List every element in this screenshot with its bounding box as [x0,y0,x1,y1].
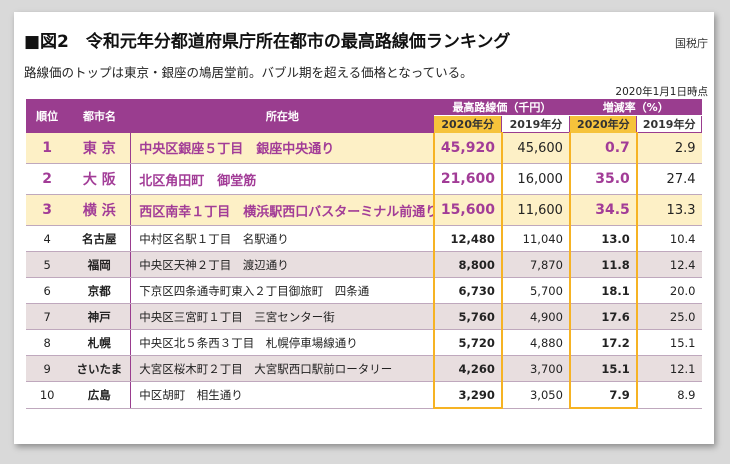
header-rate-group: 増減率（%） [569,99,702,116]
price-2020-cell: 5,720 [432,329,503,356]
rate-2020-cell: 0.7 [568,132,638,164]
rate-2019-cell: 15.1 [636,329,702,356]
rate-2019-cell: 12.1 [636,355,702,382]
price-2019-cell: 45,600 [501,132,570,164]
price-2020-cell: 45,920 [432,132,503,164]
rate-2020-cell: 17.2 [568,329,638,356]
rate-2019-cell: 10.4 [636,225,702,252]
rank-cell: 9 [26,355,69,382]
table-row: 6 京都 下京区四条通寺町東入２丁目御旅町 四条通 6,730 5,700 18… [26,277,702,304]
rank-cell: 10 [26,381,69,409]
rate-2020-cell: 13.0 [568,225,638,252]
header-price-2020: 2020年分 [433,115,502,133]
address-cell: 北区角田町 御堂筋 [130,163,434,195]
address-cell: 西区南幸１丁目 横浜駅西口バスターミナル前通り [130,194,434,226]
rate-2019-cell: 27.4 [636,163,702,195]
date-note: 2020年1月1日時点 [615,86,708,98]
address-cell: 大宮区桜木町２丁目 大宮駅西口駅前ロータリー [130,355,434,382]
table-row: 7 神戸 中央区三宮町１丁目 三宮センター街 5,760 4,900 17.6 … [26,303,702,330]
city-cell: 名古屋 [68,225,131,252]
rate-2019-cell: 2.9 [636,132,702,164]
price-2019-cell: 7,870 [501,251,570,278]
rate-2020-cell: 18.1 [568,277,638,304]
city-cell: 札幌 [68,329,131,356]
source-label: 国税庁 [675,37,708,50]
rate-2020-cell: 11.8 [568,251,638,278]
price-2019-cell: 16,000 [501,163,570,195]
table-row: 5 福岡 中央区天神２丁目 渡辺通り 8,800 7,870 11.8 12.4 [26,251,702,278]
price-2020-cell: 4,260 [432,355,503,382]
price-2019-cell: 5,700 [501,277,570,304]
header-price-2019: 2019年分 [501,115,571,133]
price-2020-cell: 8,800 [432,251,503,278]
address-cell: 中央区三宮町１丁目 三宮センター街 [130,303,434,330]
price-2019-cell: 4,900 [501,303,570,330]
rank-cell: 2 [26,163,69,195]
rate-2020-cell: 15.1 [568,355,638,382]
rank-cell: 8 [26,329,69,356]
price-2020-cell: 12,480 [432,225,503,252]
table-row: 2 大 阪 北区角田町 御堂筋 21,600 16,000 35.0 27.4 [26,163,702,195]
rate-2020-cell: 35.0 [568,163,638,195]
city-cell: 大 阪 [68,163,131,195]
address-cell: 下京区四条通寺町東入２丁目御旅町 四条通 [130,277,434,304]
price-2019-cell: 11,600 [501,194,570,226]
city-cell: さいたま [68,355,131,382]
rate-2020-cell: 7.9 [568,381,638,409]
rank-cell: 4 [26,225,69,252]
city-cell: 京都 [68,277,131,304]
table-row: 8 札幌 中央区北５条西３丁目 札幌停車場線通り 5,720 4,880 17.… [26,329,702,356]
rate-2019-cell: 20.0 [636,277,702,304]
rate-2020-cell: 17.6 [568,303,638,330]
figure-subtitle: 路線価のトップは東京・銀座の鳩居堂前。バブル期を超える価格となっている。 [24,65,473,80]
address-cell: 中央区銀座５丁目 銀座中央通り [130,132,434,164]
address-cell: 中央区北５条西３丁目 札幌停車場線通り [130,329,434,356]
price-2020-cell: 5,760 [432,303,503,330]
table-row: 10 広島 中区胡町 相生通り 3,290 3,050 7.9 8.9 [26,381,702,409]
rank-cell: 5 [26,251,69,278]
address-cell: 中央区天神２丁目 渡辺通り [130,251,434,278]
rate-2019-cell: 8.9 [636,381,702,409]
header-address: 所在地 [130,99,434,133]
city-cell: 神戸 [68,303,131,330]
address-cell: 中村区名駅１丁目 名駅通り [130,225,434,252]
header-rate-2020: 2020年分 [569,115,637,133]
header-price-group: 最高路線価（千円） [433,99,570,116]
table-row: 4 名古屋 中村区名駅１丁目 名駅通り 12,480 11,040 13.0 1… [26,225,702,252]
rank-cell: 6 [26,277,69,304]
price-2020-cell: 6,730 [432,277,503,304]
price-2019-cell: 4,880 [501,329,570,356]
rate-2019-cell: 13.3 [636,194,702,226]
header-rank: 順位 [26,99,69,133]
rank-cell: 3 [26,194,69,226]
price-2020-cell: 15,600 [432,194,503,226]
table-row: 3 横 浜 西区南幸１丁目 横浜駅西口バスターミナル前通り 15,600 11,… [26,194,702,226]
figure-title: ■図2 令和元年分都道府県庁所在都市の最高路線価ランキング [24,32,511,52]
rate-2019-cell: 12.4 [636,251,702,278]
price-2019-cell: 3,050 [501,381,570,409]
table-body: 1 東 京 中央区銀座５丁目 銀座中央通り 45,920 45,600 0.7 … [26,132,702,409]
rank-cell: 7 [26,303,69,330]
header-city: 都市名 [68,99,131,133]
price-2019-cell: 3,700 [501,355,570,382]
address-cell: 中区胡町 相生通り [130,381,434,409]
table-row: 1 東 京 中央区銀座５丁目 銀座中央通り 45,920 45,600 0.7 … [26,132,702,164]
price-2019-cell: 11,040 [501,225,570,252]
city-cell: 東 京 [68,132,131,164]
city-cell: 横 浜 [68,194,131,226]
rate-2020-cell: 34.5 [568,194,638,226]
ranking-table: 順位 都市名 所在地 最高路線価（千円） 増減率（%） 2020年分 2019年… [26,99,702,409]
price-2020-cell: 21,600 [432,163,503,195]
city-cell: 福岡 [68,251,131,278]
price-2020-cell: 3,290 [432,381,503,409]
table-row: 9 さいたま 大宮区桜木町２丁目 大宮駅西口駅前ロータリー 4,260 3,70… [26,355,702,382]
header-rate-2019: 2019年分 [636,115,702,133]
rank-cell: 1 [26,132,69,164]
rate-2019-cell: 25.0 [636,303,702,330]
city-cell: 広島 [68,381,131,409]
